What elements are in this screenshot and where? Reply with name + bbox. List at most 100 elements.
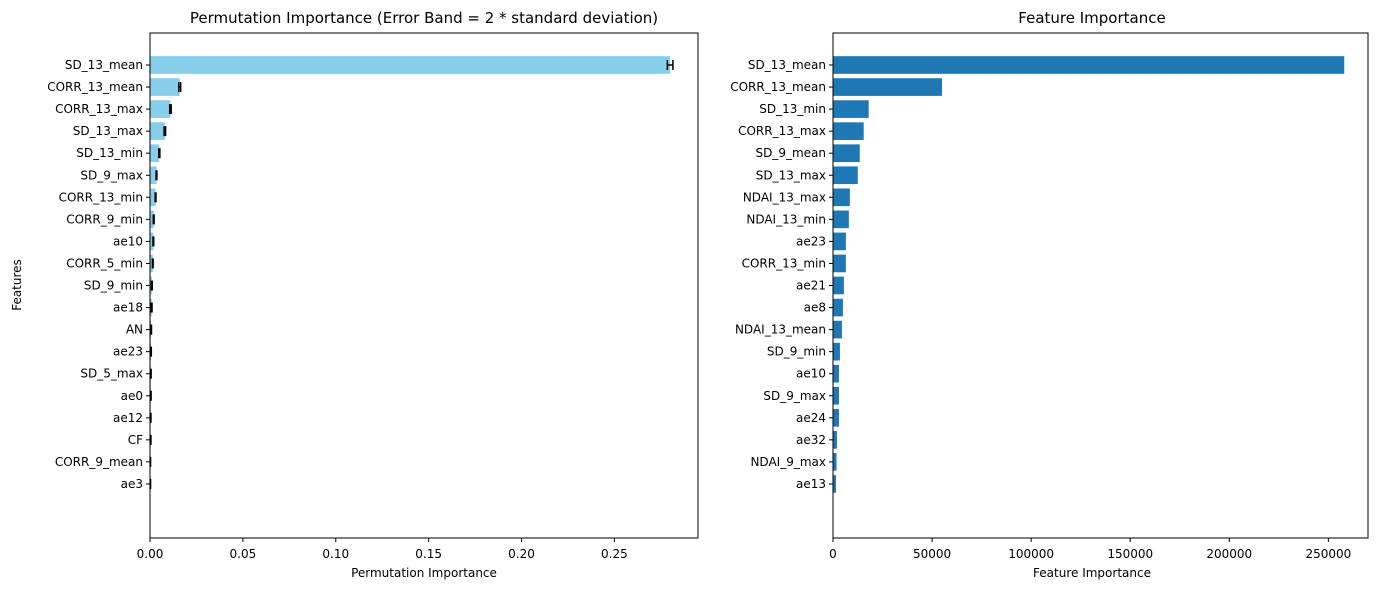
feature-y-tick-label: SD_13_min — [759, 102, 826, 116]
feature-x-tick-label: 0 — [829, 547, 837, 561]
feature-plot-frame — [832, 32, 1369, 539]
feature-x-tick-label: 50000 — [913, 547, 951, 561]
permutation-y-tick-label: CORR_9_mean — [55, 455, 143, 469]
permutation-y-tick-label: SD_13_mean — [65, 58, 143, 72]
feature-bar — [833, 320, 842, 339]
permutation-y-tick-label: ae0 — [121, 389, 143, 403]
permutation-y-tick-label: CF — [128, 433, 143, 447]
permutation-y-tick-label: ae23 — [113, 345, 143, 359]
permutation-error-bar — [157, 148, 161, 159]
feature-y-tick-label: NDAI_9_max — [750, 455, 826, 469]
feature-y-tick-label: CORR_13_min — [742, 256, 826, 270]
permutation-error-bar — [666, 60, 674, 70]
permutation-x-tick-label: 0.20 — [508, 547, 535, 561]
feature-bar — [833, 408, 839, 427]
permutation-bar — [150, 56, 671, 74]
permutation-y-tick-label: SD_9_max — [80, 168, 143, 182]
feature-x-axis-label: Feature Importance — [1033, 566, 1151, 580]
feature-y-tick-label: ae24 — [796, 411, 826, 425]
permutation-chart-title: Permutation Importance (Error Band = 2 *… — [190, 9, 658, 27]
feature-bar — [833, 144, 860, 163]
permutation-plot-frame — [149, 32, 699, 539]
feature-bars — [833, 56, 1345, 493]
feature-bar — [833, 431, 837, 449]
permutation-error-bar — [151, 258, 154, 269]
feature-x-tick-label: 200000 — [1206, 547, 1252, 561]
feature-y-tick-label: SD_9_min — [767, 345, 826, 359]
permutation-error-bar — [150, 302, 153, 313]
permutation-y-tick-label: ae12 — [113, 411, 143, 425]
feature-importance-chart: Feature Importance SD_13_mean CORR_13_mea… — [730, 9, 1369, 580]
feature-bar — [833, 386, 839, 405]
permutation-y-ticks: SD_13_mean CORR_13_mean CORR_13_max SD_13_m… — [47, 58, 150, 491]
feature-bar — [833, 254, 846, 273]
permutation-bar — [150, 232, 154, 251]
permutation-x-axis-label: Permutation Importance — [351, 566, 497, 580]
permutation-y-tick-label: AN — [126, 323, 143, 337]
feature-x-ticks: 0 50000 100000 150000 200000 250000 — [829, 538, 1351, 561]
permutation-importance-chart: Permutation Importance (Error Band = 2 *… — [10, 9, 699, 580]
permutation-y-tick-label: ae3 — [121, 477, 143, 491]
feature-y-tick-label: ae23 — [796, 234, 826, 248]
permutation-x-tick-label: 0.05 — [230, 547, 257, 561]
feature-bar — [833, 188, 850, 207]
permutation-y-tick-label: ae10 — [113, 234, 143, 248]
feature-bar — [833, 342, 840, 361]
permutation-error-bar — [168, 104, 172, 115]
permutation-error-bar — [149, 324, 153, 335]
feature-y-tick-label: SD_13_max — [756, 168, 826, 182]
permutation-error-bar — [152, 214, 155, 225]
permutation-y-tick-label: CORR_5_min — [66, 256, 143, 270]
permutation-y-axis-label: Features — [10, 259, 24, 311]
permutation-y-tick-label: SD_13_max — [73, 124, 143, 138]
feature-bar — [833, 453, 837, 471]
permutation-bar — [150, 188, 156, 207]
permutation-bar — [150, 144, 160, 163]
permutation-bars — [149, 56, 674, 493]
permutation-y-tick-label: SD_5_max — [80, 367, 143, 381]
feature-y-tick-label: SD_9_max — [763, 389, 826, 403]
permutation-error-bar — [149, 346, 153, 357]
feature-y-tick-label: ae8 — [804, 301, 826, 315]
permutation-bar — [150, 100, 171, 118]
permutation-error-bar — [150, 280, 153, 291]
feature-y-tick-label: NDAI_13_min — [746, 212, 826, 226]
permutation-bar — [150, 78, 180, 96]
permutation-error-bar — [152, 236, 155, 247]
feature-y-tick-label: ae21 — [796, 279, 826, 293]
feature-y-tick-label: SD_9_mean — [755, 146, 826, 160]
permutation-y-tick-label: SD_13_min — [76, 146, 143, 160]
feature-y-tick-label: SD_13_mean — [748, 58, 826, 72]
permutation-bar — [150, 254, 153, 273]
permutation-y-tick-label: CORR_13_min — [59, 190, 143, 204]
feature-y-ticks: SD_13_mean CORR_13_mean SD_13_min CORR_13_m… — [730, 58, 833, 491]
permutation-y-tick-label: ae18 — [113, 301, 143, 315]
feature-y-tick-label: NDAI_13_max — [743, 190, 826, 204]
feature-y-tick-label: CORR_13_max — [738, 124, 826, 138]
permutation-y-tick-label: CORR_9_min — [66, 212, 143, 226]
feature-bar — [833, 298, 843, 317]
permutation-x-ticks: 0.00 0.05 0.10 0.15 0.20 0.25 — [137, 538, 628, 561]
permutation-error-bar — [155, 170, 158, 181]
feature-bar — [833, 364, 839, 383]
feature-bar — [833, 210, 849, 229]
feature-bar — [833, 232, 846, 251]
permutation-bar — [150, 122, 165, 140]
permutation-x-tick-label: 0.15 — [415, 547, 442, 561]
permutation-x-tick-label: 0.00 — [137, 547, 164, 561]
permutation-bar — [150, 210, 154, 229]
permutation-x-tick-label: 0.25 — [601, 547, 628, 561]
feature-bar — [833, 122, 864, 140]
feature-bar — [833, 100, 869, 118]
feature-bar — [833, 56, 1345, 74]
permutation-error-bar — [163, 126, 167, 137]
feature-y-tick-label: ae32 — [796, 433, 826, 447]
feature-bar — [833, 166, 858, 185]
feature-x-tick-label: 250000 — [1305, 547, 1351, 561]
feature-y-tick-label: NDAI_13_mean — [735, 323, 826, 337]
permutation-error-bar — [178, 82, 182, 93]
permutation-x-tick-label: 0.10 — [322, 547, 349, 561]
permutation-y-tick-label: CORR_13_max — [55, 102, 143, 116]
feature-bar — [833, 475, 836, 493]
feature-bar — [833, 276, 844, 295]
